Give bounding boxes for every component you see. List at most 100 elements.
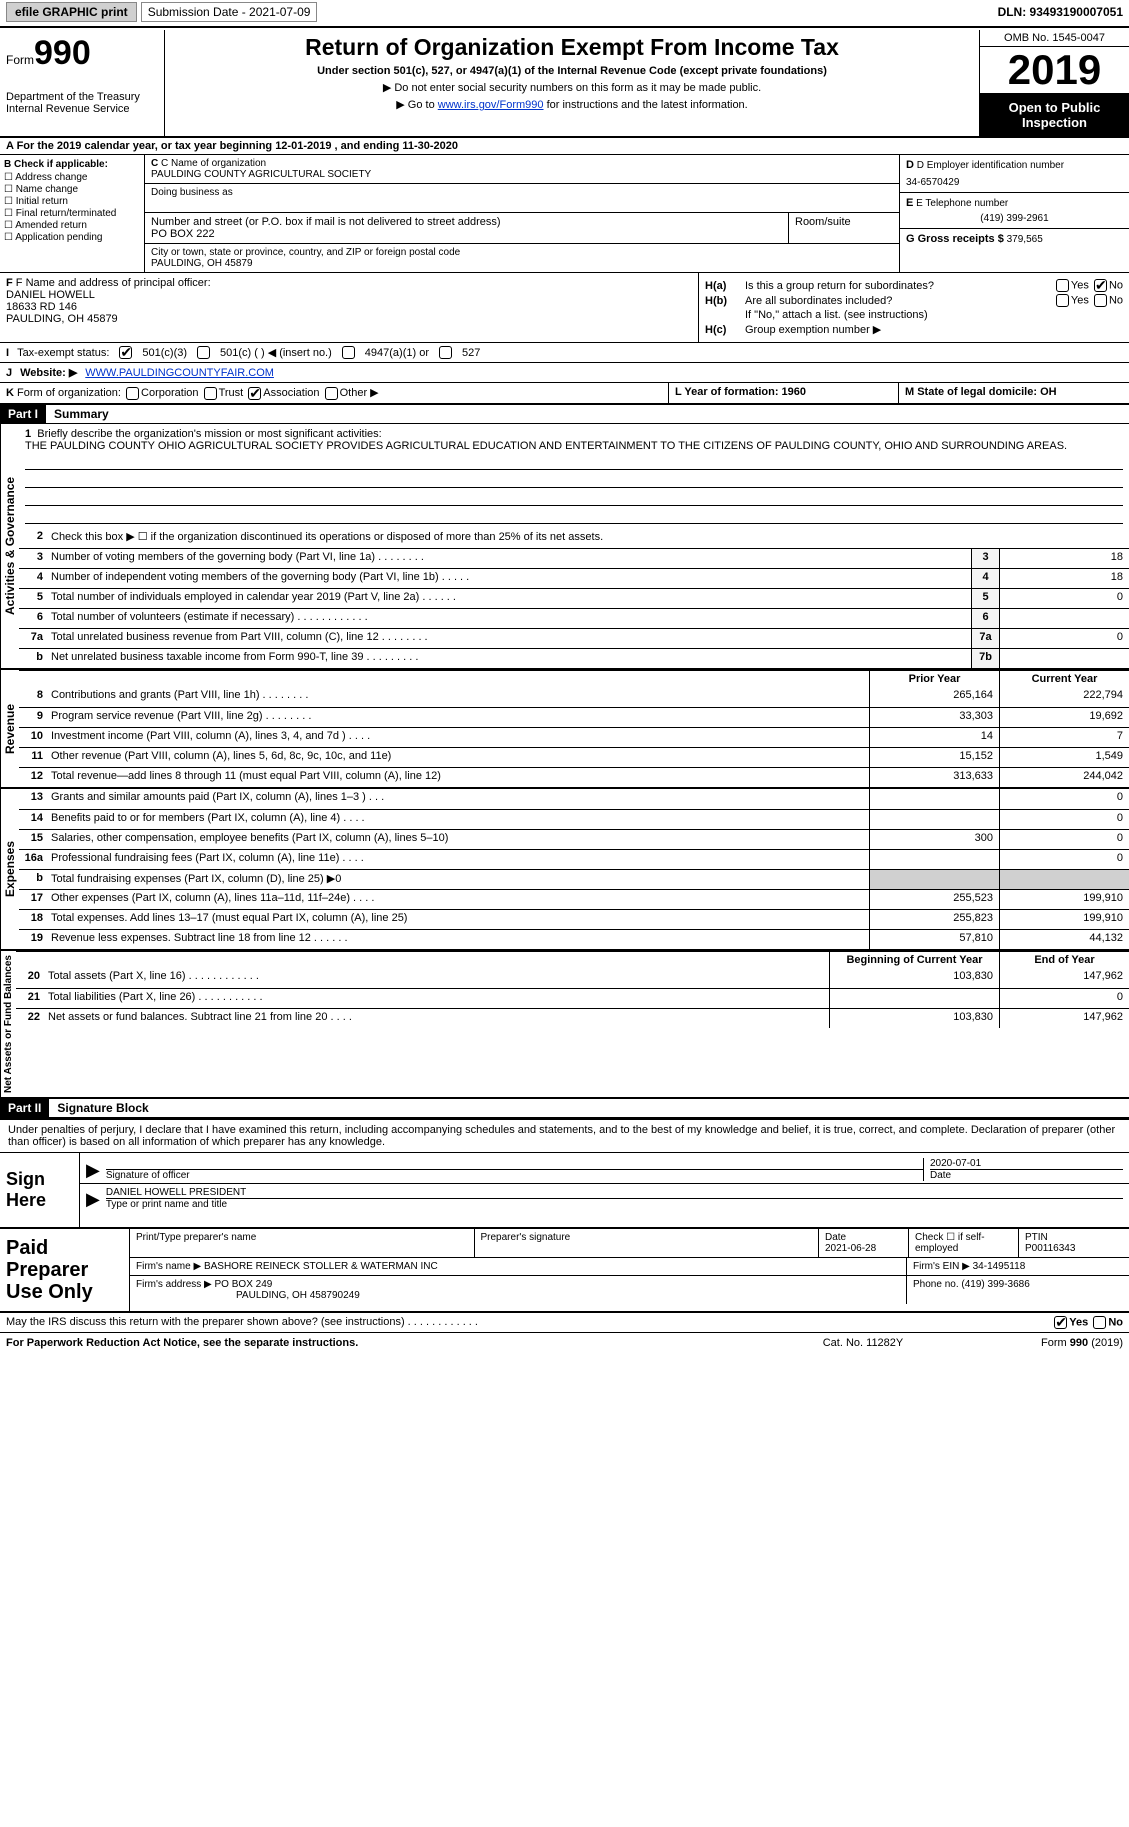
topbar: efile GRAPHIC print Submission Date - 20…	[0, 0, 1129, 24]
ptin: P00116343	[1025, 1243, 1075, 1254]
ha-text: Is this a group return for subordinates?	[745, 280, 1003, 292]
form-prefix: Form	[6, 53, 34, 67]
discuss-no[interactable]	[1093, 1316, 1106, 1329]
cb-501c3[interactable]	[119, 346, 132, 359]
dln: DLN: 93493190007051	[998, 5, 1123, 19]
ha-yes[interactable]	[1056, 279, 1069, 292]
firm-ein-lbl: Firm's EIN ▶	[913, 1261, 970, 1272]
city-label: City or town, state or province, country…	[151, 247, 893, 258]
gov-line: 6Total number of volunteers (estimate if…	[19, 608, 1129, 628]
cb-4947[interactable]	[342, 346, 355, 359]
discuss-yes[interactable]	[1054, 1316, 1067, 1329]
dept-treasury: Department of the Treasury Internal Reve…	[6, 91, 158, 115]
data-line: 8Contributions and grants (Part VIII, li…	[19, 687, 1129, 707]
data-line: 16aProfessional fundraising fees (Part I…	[19, 849, 1129, 869]
net-col-hdr: Beginning of Current Year End of Year	[16, 951, 1129, 968]
section-f-officer: F F Name and address of principal office…	[0, 273, 699, 342]
officer-sig-label: Signature of officer	[106, 1169, 923, 1181]
ssn-note: ▶ Do not enter social security numbers o…	[173, 81, 971, 94]
prep-date-hdr: Date	[825, 1232, 846, 1243]
addr-value: PO BOX 222	[151, 228, 782, 240]
section-d-ein: D D Employer identification number 34-65…	[899, 155, 1129, 272]
prep-date: 2021-06-28	[825, 1243, 876, 1254]
mission-text: THE PAULDING COUNTY OHIO AGRICULTURAL SO…	[25, 440, 1067, 452]
row-j-website: J Website: ▶ WWW.PAULDINGCOUNTYFAIR.COM	[0, 363, 1129, 383]
data-line: 15Salaries, other compensation, employee…	[19, 829, 1129, 849]
gov-line: bNet unrelated business taxable income f…	[19, 648, 1129, 668]
cb-amended[interactable]: ☐ Amended return	[4, 220, 140, 231]
row-m-state: M State of legal domicile: OH	[899, 383, 1129, 403]
gov-line: 2Check this box ▶ ☐ if the organization …	[19, 528, 1129, 548]
cb-527[interactable]	[439, 346, 452, 359]
vlabel-revenue: Revenue	[0, 670, 19, 787]
cb-final-return[interactable]: ☐ Final return/terminated	[4, 208, 140, 219]
paid-prep-label: Paid Preparer Use Only	[0, 1229, 130, 1311]
discuss-row: May the IRS discuss this return with the…	[0, 1313, 1129, 1333]
org-name-label: C C Name of organization	[151, 158, 893, 169]
website-link[interactable]: WWW.PAULDINGCOUNTYFAIR.COM	[85, 367, 274, 379]
tel-value: (419) 399-2961	[906, 213, 1123, 224]
firm-name: BASHORE REINECK STOLLER & WATERMAN INC	[204, 1261, 438, 1272]
ha-no[interactable]	[1094, 279, 1107, 292]
data-line: 20Total assets (Part X, line 16) . . . .…	[16, 968, 1129, 988]
cb-corp[interactable]	[126, 387, 139, 400]
data-line: 10Investment income (Part VIII, column (…	[19, 727, 1129, 747]
ha-label: H(a)	[705, 280, 745, 292]
firm-addr: PO BOX 249	[215, 1279, 273, 1290]
data-line: 19Revenue less expenses. Subtract line 1…	[19, 929, 1129, 949]
efile-print-button[interactable]: efile GRAPHIC print	[6, 2, 137, 22]
cb-app-pending[interactable]: ☐ Application pending	[4, 232, 140, 243]
form990-link[interactable]: www.irs.gov/Form990	[438, 99, 544, 111]
hc-text: Group exemption number ▶	[745, 323, 1123, 336]
vlabel-governance: Activities & Governance	[0, 424, 19, 668]
tel-label: E E Telephone number	[906, 197, 1123, 209]
gov-line: 4Number of independent voting members of…	[19, 568, 1129, 588]
hb-yes[interactable]	[1056, 294, 1069, 307]
officer-addr2: PAULDING, OH 45879	[6, 313, 118, 325]
prep-name-hdr: Print/Type preparer's name	[130, 1229, 475, 1257]
firm-ein: 34-1495118	[973, 1261, 1026, 1272]
hb-note: If "No," attach a list. (see instruction…	[705, 309, 1123, 321]
form-title: Return of Organization Exempt From Incom…	[173, 34, 971, 61]
vlabel-net-assets: Net Assets or Fund Balances	[0, 951, 16, 1097]
section-c-org-info: C C Name of organization PAULDING COUNTY…	[145, 155, 899, 272]
sign-here-label: Sign Here	[0, 1153, 80, 1227]
hb-text: Are all subordinates included?	[745, 295, 1003, 307]
row-i-tax-status: I Tax-exempt status: 501(c)(3) 501(c) ( …	[0, 343, 1129, 363]
firm-name-lbl: Firm's name ▶	[136, 1261, 201, 1272]
gov-line: 5Total number of individuals employed in…	[19, 588, 1129, 608]
dba-label: Doing business as	[151, 187, 893, 198]
city-value: PAULDING, OH 45879	[151, 258, 893, 269]
ptin-hdr: PTIN	[1025, 1232, 1048, 1243]
cb-initial-return[interactable]: ☐ Initial return	[4, 196, 140, 207]
firm-ph: (419) 399-3686	[961, 1279, 1029, 1290]
officer-print-name: DANIEL HOWELL PRESIDENT	[106, 1187, 1123, 1198]
sec-b-title: B Check if applicable:	[4, 159, 140, 170]
perjury-statement: Under penalties of perjury, I declare th…	[0, 1118, 1129, 1152]
omb-number: OMB No. 1545-0047	[980, 30, 1129, 47]
hc-label: H(c)	[705, 324, 745, 336]
cb-name-change[interactable]: ☐ Name change	[4, 184, 140, 195]
firm-ph-lbl: Phone no.	[913, 1279, 959, 1290]
cb-trust[interactable]	[204, 387, 217, 400]
gross-value: 379,565	[1007, 234, 1043, 245]
cb-assoc[interactable]	[248, 387, 261, 400]
paid-preparer-block: Paid Preparer Use Only Print/Type prepar…	[0, 1229, 1129, 1313]
data-line: 9Program service revenue (Part VIII, lin…	[19, 707, 1129, 727]
data-line: 22Net assets or fund balances. Subtract …	[16, 1008, 1129, 1028]
room-suite-label: Room/suite	[789, 213, 899, 243]
firm-addr-lbl: Firm's address ▶	[136, 1279, 212, 1290]
hb-no[interactable]	[1094, 294, 1107, 307]
mission-block: 1 Briefly describe the organization's mi…	[19, 424, 1129, 528]
goto-note: ▶ Go to www.irs.gov/Form990 for instruct…	[173, 98, 971, 111]
sig-date-label: Date	[930, 1169, 1123, 1181]
data-line: 17Other expenses (Part IX, column (A), l…	[19, 889, 1129, 909]
cb-other[interactable]	[325, 387, 338, 400]
cb-501c[interactable]	[197, 346, 210, 359]
sig-date: 2020-07-01	[930, 1158, 1123, 1169]
ein-value: 34-6570429	[906, 177, 1123, 188]
cb-address-change[interactable]: ☐ Address change	[4, 172, 140, 183]
part2-header: Part IISignature Block	[0, 1099, 1129, 1118]
hb-label: H(b)	[705, 295, 745, 307]
section-h: H(a) Is this a group return for subordin…	[699, 273, 1129, 342]
